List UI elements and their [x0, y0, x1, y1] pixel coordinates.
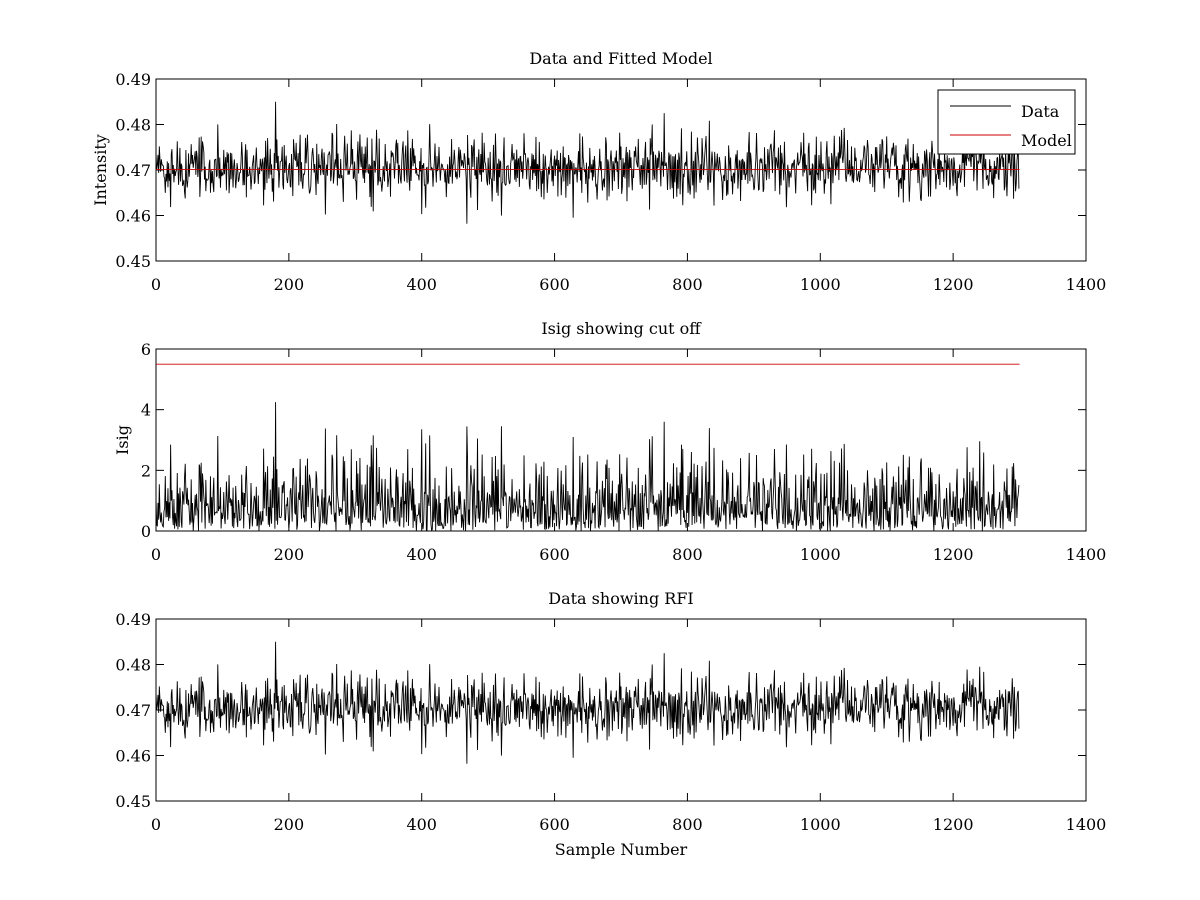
- x-axis-label: Sample Number: [555, 840, 688, 859]
- x-tick-label: 0: [151, 545, 161, 564]
- series-line-data-rfi: [155, 641, 1020, 764]
- x-tick-label: 1400: [1066, 815, 1107, 834]
- axis-ticks: 0 200 400 600 800 1000 1200 1400 0.45 0.46 0.47 0.4…: [115, 70, 1106, 294]
- x-tick-label: 400: [406, 815, 437, 834]
- y-tick-label: 0.49: [115, 70, 151, 89]
- x-tick-label: 600: [539, 815, 570, 834]
- y-tick-label: 0.47: [115, 161, 151, 180]
- y-tick-label: 0.45: [115, 252, 151, 271]
- y-axis-label: Intensity: [91, 134, 110, 206]
- x-tick-label: 0: [151, 815, 161, 834]
- series-group: [155, 641, 1020, 764]
- x-tick-label: 800: [672, 815, 703, 834]
- x-tick-label: 600: [539, 545, 570, 564]
- x-tick-label: 400: [406, 545, 437, 564]
- axis-ticks: 0 200 400 600 800 1000 1200 1400 0 2 4 6: [141, 340, 1107, 564]
- legend-entry-data: Data: [1021, 102, 1060, 121]
- axis-ticks: 0 200 400 600 800 1000 1200 1400 0.45 0.46 0.47 0.4…: [115, 610, 1106, 834]
- x-tick-label: 1000: [800, 275, 841, 294]
- x-tick-label: 800: [672, 275, 703, 294]
- panel-title: Isig showing cut off: [541, 319, 702, 338]
- x-tick-label: 1000: [800, 815, 841, 834]
- y-axis-label: Isig: [113, 425, 132, 455]
- y-tick-label: 0.45: [115, 792, 151, 811]
- x-tick-label: 200: [274, 815, 305, 834]
- x-tick-label: 600: [539, 275, 570, 294]
- panel-isig-cutoff: Isig showing cut off Isig 0 200 400 600 800 1…: [113, 319, 1106, 564]
- x-tick-label: 800: [672, 545, 703, 564]
- panel-title: Data and Fitted Model: [529, 49, 712, 68]
- axes-frame: [155, 348, 1087, 532]
- x-tick-label: 1400: [1066, 275, 1107, 294]
- panel-data-rfi: Data showing RFI Sample Number 0 200 400 60…: [115, 589, 1106, 859]
- series-group: [155, 363, 1020, 532]
- y-tick-label: 6: [141, 340, 151, 359]
- x-tick-label: 200: [274, 545, 305, 564]
- x-tick-label: 200: [274, 275, 305, 294]
- x-tick-label: 1000: [800, 545, 841, 564]
- y-tick-label: 0.48: [115, 656, 151, 675]
- y-tick-label: 0.47: [115, 701, 151, 720]
- x-tick-label: 1200: [933, 275, 974, 294]
- y-tick-label: 2: [141, 461, 151, 480]
- legend-box: [937, 89, 1076, 155]
- panel-data-and-model: Data and Fitted Model Intensity 0 200 400 6…: [91, 49, 1106, 294]
- y-tick-label: 0.48: [115, 116, 151, 135]
- x-tick-label: 1200: [933, 815, 974, 834]
- y-tick-label: 0: [141, 522, 151, 541]
- y-tick-label: 0.46: [115, 207, 151, 226]
- series-group: [155, 101, 1020, 224]
- y-tick-label: 4: [141, 401, 151, 420]
- x-tick-label: 0: [151, 275, 161, 294]
- legend-entry-model: Model: [1021, 131, 1072, 150]
- panel-title: Data showing RFI: [548, 589, 693, 608]
- series-line-isig: [155, 402, 1020, 532]
- legend: Data Model: [937, 89, 1076, 155]
- y-tick-label: 0.46: [115, 747, 151, 766]
- x-tick-label: 1400: [1066, 545, 1107, 564]
- x-tick-label: 400: [406, 275, 437, 294]
- y-tick-label: 0.49: [115, 610, 151, 629]
- x-tick-label: 1200: [933, 545, 974, 564]
